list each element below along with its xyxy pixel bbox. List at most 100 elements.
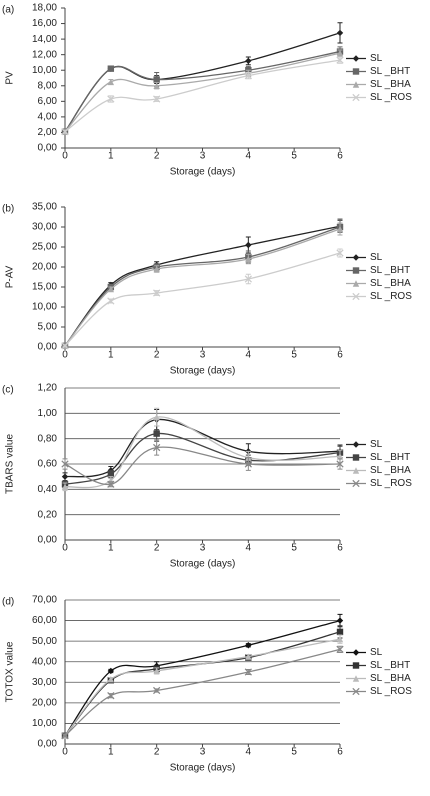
marker — [61, 732, 69, 740]
y-tick-label: 1,20 — [38, 383, 58, 394]
x-tick-label: 4 — [246, 151, 252, 162]
marker — [61, 460, 69, 468]
marker — [107, 480, 115, 488]
marker — [107, 78, 115, 86]
x-tick-label: 6 — [337, 151, 343, 162]
series-line — [64, 50, 341, 133]
y-tick-label: 60,00 — [32, 615, 57, 626]
y-axis-title: TBARS value — [5, 434, 16, 494]
marker — [352, 479, 360, 488]
marker — [336, 645, 344, 654]
marker — [107, 676, 115, 683]
marker — [244, 668, 252, 676]
y-tick-label: 10,00 — [32, 718, 57, 729]
x-axis-title: Storage (days) — [170, 763, 236, 774]
marker — [153, 76, 160, 83]
marker — [107, 691, 115, 700]
series-line — [64, 648, 341, 737]
panel-label: (b) — [2, 204, 14, 215]
x-tick-label: 6 — [337, 543, 343, 554]
x-tick-label: 4 — [246, 747, 252, 758]
y-axis-title: PV — [5, 71, 16, 85]
x-tick-label: 2 — [154, 747, 160, 758]
marker — [352, 93, 360, 102]
y-tick-label: 40,00 — [32, 656, 57, 667]
legend-label: SL — [370, 53, 383, 64]
y-tick-label: 8,00 — [38, 80, 58, 91]
legend-label: SL _ROS — [370, 686, 412, 697]
x-tick-label: 0 — [62, 151, 68, 162]
legend-label: SL — [370, 439, 383, 450]
x-tick-label: 1 — [108, 151, 114, 162]
marker — [336, 635, 344, 643]
y-tick-label: 0,20 — [38, 509, 58, 520]
x-tick-label: 5 — [291, 350, 297, 361]
marker — [352, 292, 360, 301]
marker — [336, 453, 344, 460]
marker — [244, 275, 252, 283]
y-tick-label: 2,00 — [38, 127, 58, 138]
legend-label: SL _BHT — [370, 66, 410, 77]
y-tick-label: 1,00 — [38, 408, 58, 419]
marker — [61, 473, 69, 480]
x-tick-label: 4 — [246, 350, 252, 361]
x-tick-label: 3 — [200, 350, 206, 361]
marker — [107, 470, 115, 478]
x-tick-label: 2 — [154, 350, 160, 361]
series-line — [64, 638, 341, 737]
marker — [352, 454, 360, 461]
y-tick-label: 14,00 — [32, 34, 57, 45]
marker — [153, 413, 160, 421]
x-tick-label: 5 — [291, 747, 297, 758]
x-tick-label: 0 — [62, 747, 68, 758]
series-line — [64, 52, 341, 133]
x-tick-label: 4 — [246, 543, 252, 554]
x-tick-label: 1 — [108, 747, 114, 758]
x-tick-label: 1 — [108, 543, 114, 554]
legend-label: SL _ROS — [370, 92, 412, 103]
y-tick-label: 0,00 — [38, 342, 58, 353]
legend-label: SL _BHT — [370, 265, 410, 276]
marker — [107, 285, 115, 293]
marker — [244, 460, 252, 468]
x-tick-label: 6 — [337, 350, 343, 361]
marker — [352, 81, 360, 88]
series-line — [64, 225, 341, 347]
marker — [336, 225, 344, 233]
legend-label: SL — [370, 252, 383, 263]
x-tick-label: 3 — [200, 151, 206, 162]
y-tick-label: 15,00 — [32, 282, 57, 293]
marker — [153, 430, 160, 437]
marker — [107, 667, 115, 675]
marker — [245, 255, 252, 263]
marker — [107, 95, 115, 103]
y-tick-label: 18,00 — [32, 3, 57, 14]
legend-label: SL _BHA — [370, 278, 411, 289]
legend-label: SL _BHA — [370, 465, 411, 476]
y-axis-title: P-AV — [5, 265, 16, 288]
marker — [153, 289, 161, 297]
y-tick-label: 12,00 — [32, 49, 57, 60]
marker — [244, 72, 252, 80]
marker — [336, 249, 344, 257]
panel-label: (d) — [2, 597, 14, 608]
legend-label: SL _ROS — [370, 291, 412, 302]
panel-label: (a) — [2, 5, 14, 16]
legend-label: SL — [370, 647, 383, 658]
y-tick-label: 0,00 — [38, 535, 58, 546]
marker — [352, 280, 360, 287]
x-tick-label: 6 — [337, 747, 343, 758]
marker — [352, 68, 360, 75]
legend-label: SL _BHT — [370, 452, 410, 463]
marker — [153, 686, 161, 695]
y-tick-label: 35,00 — [32, 202, 57, 213]
series-line — [64, 228, 341, 347]
y-tick-label: 0,00 — [38, 143, 58, 154]
marker — [61, 128, 69, 136]
x-axis-title: Storage (days) — [170, 366, 236, 377]
y-tick-label: 30,00 — [32, 677, 57, 688]
y-tick-label: 16,00 — [32, 18, 57, 29]
marker — [107, 65, 115, 72]
x-tick-label: 3 — [200, 747, 206, 758]
legend-label: SL _ROS — [370, 478, 412, 489]
